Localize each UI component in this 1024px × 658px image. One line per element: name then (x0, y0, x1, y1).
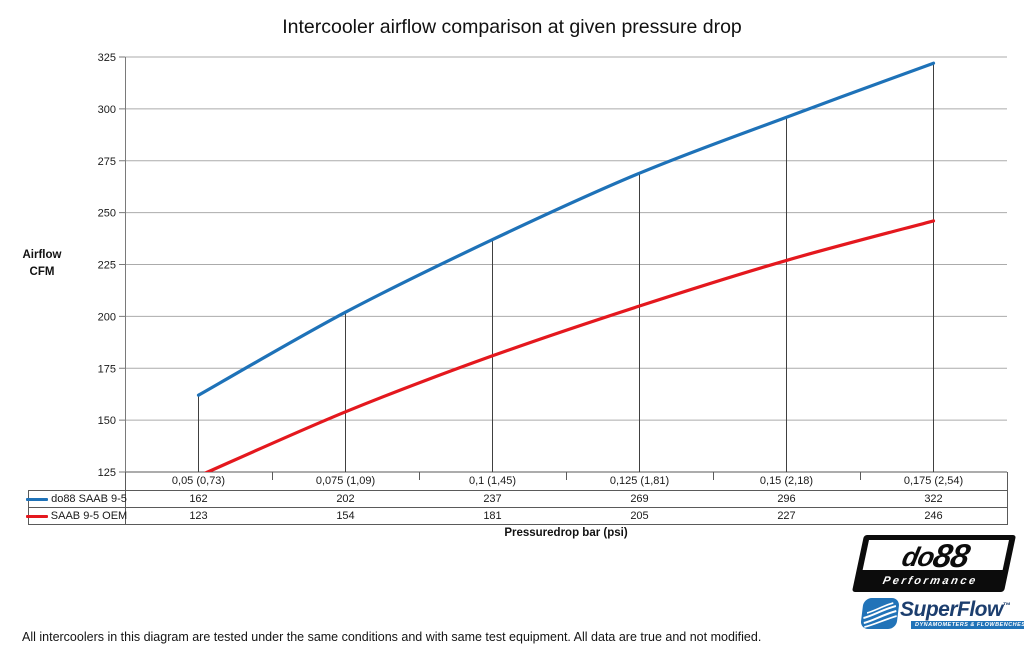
superflow-logo-tagline: DYNAMOMETERS & FLOWBENCHES (911, 621, 1024, 629)
y-tick-label: 200 (98, 311, 116, 323)
table-value-cell: 162 (189, 493, 208, 505)
legend-label: do88 SAAB 9-5 (51, 493, 127, 505)
y-tick-label: 325 (98, 52, 116, 64)
y-tick-label: 250 (98, 208, 116, 220)
series-line-saab-9-5-oem (203, 219, 936, 472)
legend-line-swatch-blue (26, 497, 49, 501)
do88-logo-wordmark: do 88 (862, 540, 1009, 570)
table-value-cell: 322 (924, 493, 943, 505)
table-border-line (125, 472, 126, 525)
table-value-cell: 181 (483, 510, 502, 522)
table-value-cell: 296 (777, 493, 796, 505)
series-line-do88-saab-9-5 (196, 61, 936, 397)
superflow-logo-text: SuperFlow™ (900, 598, 1011, 621)
table-border-line (28, 524, 1008, 525)
table-border-line (1007, 472, 1008, 525)
table-header-cell: 0,05 (0,73) (171, 475, 226, 487)
table-border-line (28, 507, 1008, 508)
y-tick-label: 125 (98, 467, 116, 479)
table-value-cell: 202 (336, 493, 355, 505)
legend-item-oem: SAAB 9-5 OEM (25, 508, 128, 524)
table-border-line (28, 490, 29, 525)
table-header-cell: 0,075 (1,09) (315, 475, 376, 487)
trademark-symbol: ™ (1002, 601, 1011, 610)
do88-logo-performance-text: Performance (881, 574, 980, 587)
legend-item-do88: do88 SAAB 9-5 (26, 491, 127, 507)
chart-title: Intercooler airflow comparison at given … (282, 16, 742, 38)
y-tick-label: 150 (98, 415, 116, 427)
do88-performance-logo: do 88 Performance (851, 535, 1017, 592)
superflow-logo: SuperFlow™ DYNAMOMETERS & FLOWBENCHES (856, 597, 1024, 633)
category-boundary-tick (860, 472, 861, 480)
y-tick-label: 300 (98, 104, 116, 116)
x-axis-label: Pressuredrop bar (psi) (504, 527, 628, 539)
y-axis-label: Airflow CFM (10, 247, 74, 280)
y-tick-label: 175 (98, 363, 116, 375)
table-header-cell: 0,15 (2,18) (759, 475, 814, 487)
table-value-cell: 269 (630, 493, 649, 505)
table-header-cell: 0,1 (1,45) (468, 475, 517, 487)
do88-logo-text-88: 88 (929, 540, 973, 570)
table-value-cell: 154 (336, 510, 355, 522)
category-boundary-tick (272, 472, 273, 480)
chart-data-table: 0,05 (0,73) 0,075 (1,09) 0,1 (1,45) 0,125 (… (25, 472, 1008, 525)
table-border-line (28, 490, 1008, 491)
superflow-waves-icon (860, 598, 899, 629)
category-boundary-tick (419, 472, 420, 480)
disclaimer-text: All intercoolers in this diagram are tes… (22, 630, 762, 644)
y-axis-label-line1: Airflow (22, 249, 62, 261)
table-header-cell: 0,125 (1,81) (609, 475, 670, 487)
category-boundary-tick (713, 472, 714, 480)
table-value-cell: 227 (777, 510, 796, 522)
legend-label: SAAB 9-5 OEM (50, 510, 128, 522)
y-tick-label: 225 (98, 260, 116, 272)
y-axis-label-line2: CFM (29, 265, 55, 278)
table-value-cell: 246 (924, 510, 943, 522)
table-value-cell: 237 (483, 493, 502, 505)
do88-logo-box: do 88 Performance (851, 535, 1017, 592)
table-header-cell: 0,175 (2,54) (903, 475, 964, 487)
legend-line-swatch-red (25, 514, 48, 518)
table-value-cell: 123 (189, 510, 208, 522)
category-boundary-tick (566, 472, 567, 480)
y-tick-label: 275 (98, 156, 116, 168)
table-value-cell: 205 (630, 510, 649, 522)
line-chart-plot-area: 125 150 175 200 225 250 275 300 325 (98, 52, 1007, 479)
